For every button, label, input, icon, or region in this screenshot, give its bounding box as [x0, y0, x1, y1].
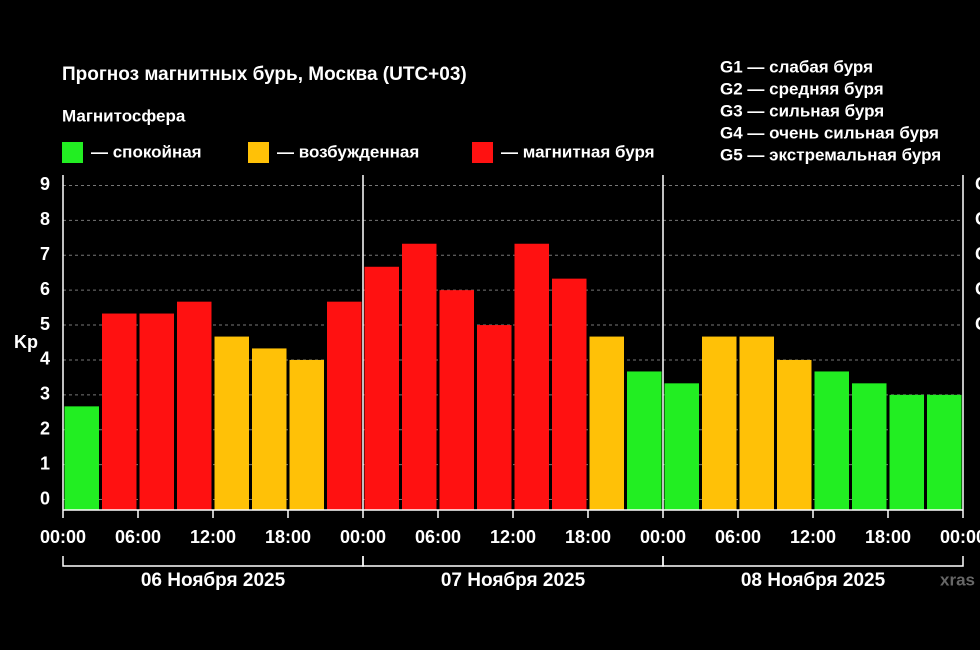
x-tick-label: 18:00 — [565, 527, 611, 547]
y-tick-label: 2 — [40, 418, 50, 438]
x-tick-label: 06:00 — [415, 527, 461, 547]
bar — [777, 359, 812, 510]
legend-swatch — [62, 142, 83, 163]
day-bracket — [662, 556, 964, 567]
bar — [64, 406, 99, 510]
x-tick-label: 06:00 — [115, 527, 161, 547]
chart-title: Прогноз магнитных бурь, Москва (UTC+03) — [62, 64, 467, 85]
day-label: 07 Ноября 2025 — [441, 570, 586, 591]
bar — [514, 243, 549, 510]
bar — [927, 394, 962, 510]
bar — [664, 383, 699, 510]
y-tick-label: 1 — [40, 453, 50, 473]
day-bracket — [362, 556, 664, 567]
y-tick-label: 5 — [40, 314, 50, 334]
bar — [364, 266, 399, 510]
bar — [214, 336, 249, 510]
legend-swatch — [472, 142, 493, 163]
bar — [889, 394, 924, 510]
y2-tick-label: G3 — [975, 244, 980, 264]
y-tick-label: 4 — [40, 349, 50, 369]
bar — [627, 371, 662, 510]
bar — [589, 336, 624, 510]
y2-tick-label: G5 — [975, 174, 980, 194]
y-tick-label: 9 — [40, 174, 50, 194]
bar — [327, 301, 362, 510]
x-tick-label: 06:00 — [715, 527, 761, 547]
x-tick-label: 00:00 — [640, 527, 686, 547]
x-tick-label: 00:00 — [40, 527, 86, 547]
bar — [402, 243, 437, 510]
y-tick-label: 7 — [40, 244, 50, 264]
bar — [139, 313, 174, 510]
x-tick-label: 00:00 — [940, 527, 980, 547]
y2-tick-label: G1 — [975, 314, 980, 334]
bar — [552, 278, 587, 510]
bar — [702, 336, 737, 510]
y2-tick-label: G4 — [975, 209, 980, 229]
g-legend-item: G2 — средняя буря — [720, 79, 884, 98]
legend-label: — спокойная — [91, 142, 202, 161]
x-tick-label: 12:00 — [790, 527, 836, 547]
bar — [252, 348, 287, 510]
bar — [852, 383, 887, 510]
bar — [814, 371, 849, 510]
x-tick-label: 00:00 — [340, 527, 386, 547]
bar — [477, 325, 512, 510]
bar — [102, 313, 137, 510]
legend-label: — магнитная буря — [501, 142, 655, 161]
bar — [289, 359, 324, 510]
bar — [439, 290, 474, 510]
x-tick-label: 12:00 — [190, 527, 236, 547]
day-label: 08 Ноября 2025 — [741, 570, 886, 591]
bar — [739, 336, 774, 510]
g-legend-item: G5 — экстремальная буря — [720, 145, 941, 164]
legend-title: Магнитосфера — [62, 106, 186, 125]
day-label: 06 Ноября 2025 — [141, 570, 286, 591]
x-tick-label: 18:00 — [265, 527, 311, 547]
y-tick-label: 3 — [40, 384, 50, 404]
x-tick-label: 18:00 — [865, 527, 911, 547]
y-axis-label: Kp — [14, 332, 38, 352]
y-tick-label: 6 — [40, 279, 50, 299]
legend-label: — возбужденная — [277, 142, 419, 161]
watermark: xras — [940, 570, 975, 589]
g-legend-item: G4 — очень сильная буря — [720, 123, 939, 142]
g-legend-item: G1 — слабая буря — [720, 57, 873, 76]
day-bracket — [62, 556, 364, 567]
g-legend-item: G3 — сильная буря — [720, 101, 884, 120]
x-tick-label: 12:00 — [490, 527, 536, 547]
y-tick-label: 0 — [40, 488, 50, 508]
y-tick-label: 8 — [40, 209, 50, 229]
legend-swatch — [248, 142, 269, 163]
bar — [177, 301, 212, 510]
y2-tick-label: G2 — [975, 279, 980, 299]
